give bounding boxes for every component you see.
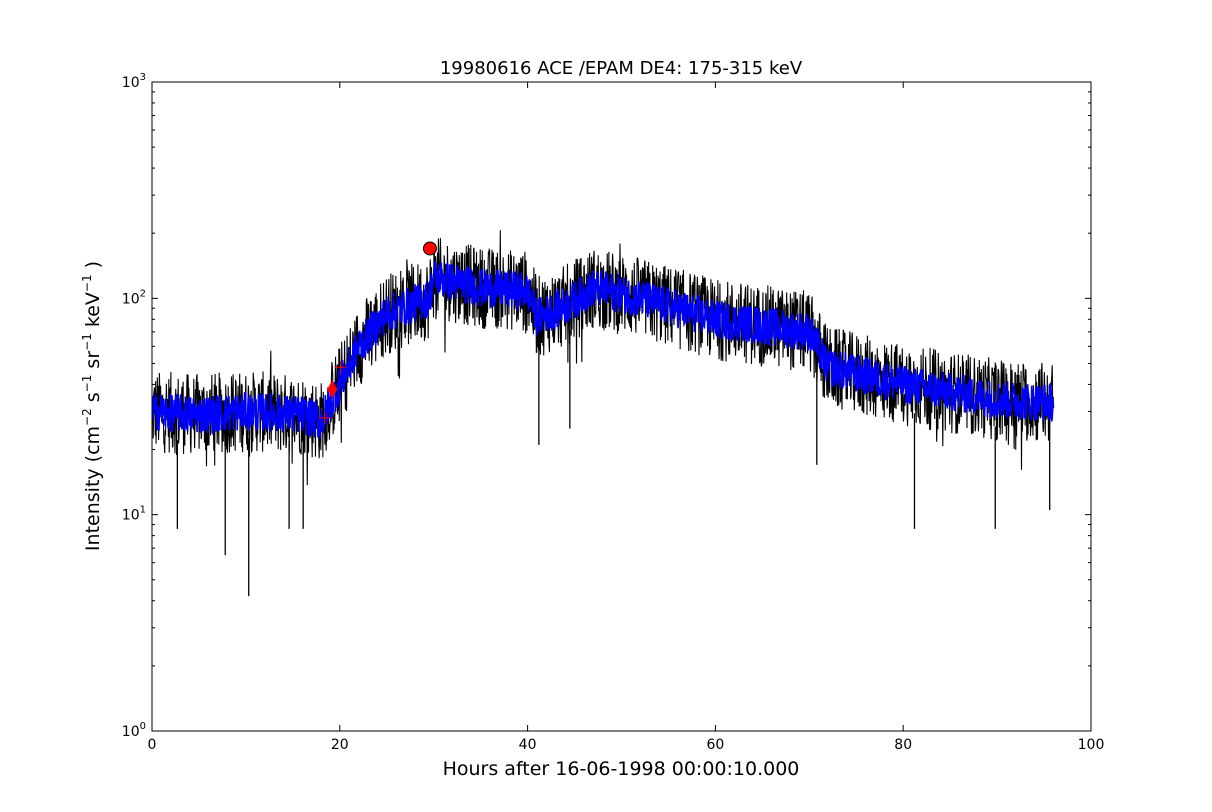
y-tick-label-exponent: 1 xyxy=(140,505,146,516)
y-tick-label-exponent: 3 xyxy=(140,72,146,83)
x-tick-label: 100 xyxy=(1078,737,1105,753)
x-tick-label: 0 xyxy=(148,737,157,753)
x-tick-label: 40 xyxy=(519,737,537,753)
y-tick-label-exponent: 2 xyxy=(140,288,146,299)
y-axis-label-s: s xyxy=(82,392,104,408)
y-axis-label: Intensity (cm−2 s−1 sr−1 keV−1 ) xyxy=(80,261,104,551)
y-axis-label-prefix: Intensity (cm xyxy=(82,426,104,551)
plot-clip-group xyxy=(152,230,1055,597)
y-tick-label: 103 xyxy=(122,72,146,91)
y-tick-label-base: 10 xyxy=(122,75,140,91)
x-tick-label: 20 xyxy=(331,737,349,753)
peak-marker xyxy=(422,241,437,256)
y-tick-label: 101 xyxy=(122,505,146,524)
y-tick-label-base: 10 xyxy=(122,724,140,740)
y-axis-label-exp4: −1 xyxy=(80,274,94,292)
y-axis-label-exp1: −2 xyxy=(80,408,94,426)
y-axis-label-exp2: −1 xyxy=(80,375,94,393)
plus-marker xyxy=(334,361,347,374)
chart-title: 19980616 ACE /EPAM DE4: 175-315 keV xyxy=(440,58,803,79)
x-tick-label: 60 xyxy=(706,737,724,753)
y-axis-label-sr: sr xyxy=(82,351,104,375)
y-tick-label: 102 xyxy=(122,288,146,307)
series-line-smoothed xyxy=(152,261,1055,439)
y-axis-label-exp3: −1 xyxy=(80,333,94,351)
onset-marker xyxy=(327,380,338,399)
plus-marker xyxy=(318,411,331,424)
y-tick-label: 100 xyxy=(122,721,146,740)
x-tick-label: 80 xyxy=(894,737,912,753)
y-tick-label-exponent: 0 xyxy=(140,721,146,732)
plot-frame xyxy=(151,81,1092,732)
y-tick-label-base: 10 xyxy=(122,508,140,524)
y-axis-label-kev: keV xyxy=(82,292,104,333)
plot-area xyxy=(152,230,1055,597)
y-tick-label-base: 10 xyxy=(122,291,140,307)
y-axis-label-suffix: ) xyxy=(82,261,104,274)
x-axis-label: Hours after 16-06-1998 00:00:10.000 xyxy=(443,758,800,780)
